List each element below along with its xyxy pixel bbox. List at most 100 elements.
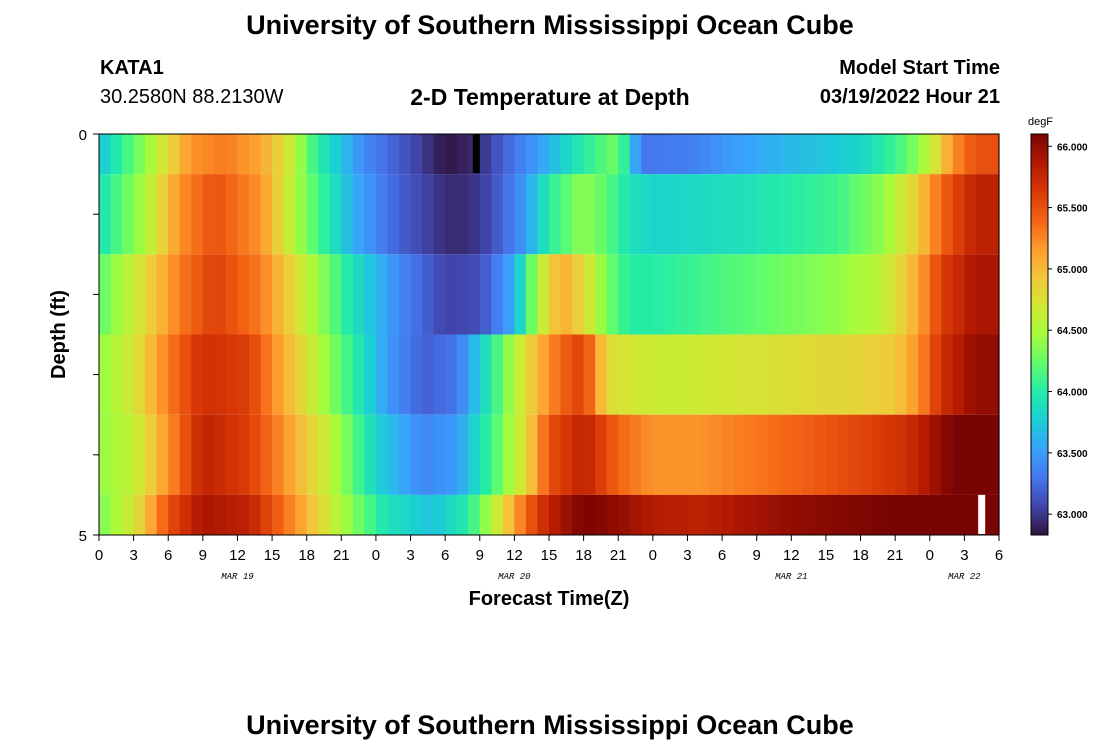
heatmap-cell	[537, 134, 550, 175]
heatmap-cell	[318, 494, 331, 535]
heatmap-cell	[572, 254, 585, 335]
heatmap-cell	[664, 414, 677, 495]
heatmap-cell	[549, 174, 562, 255]
colorbar-unit: degF	[1028, 116, 1053, 128]
heatmap-cell	[745, 134, 758, 175]
heatmap-cell	[641, 334, 654, 415]
heatmap-cell	[860, 414, 873, 495]
heatmap-cell	[895, 494, 908, 535]
heatmap-cell	[699, 494, 712, 535]
x-tick-label: 21	[333, 547, 350, 564]
heatmap-cell	[941, 494, 954, 535]
heatmap-cell	[272, 334, 285, 415]
heatmap-cell	[941, 334, 954, 415]
heatmap-cell	[364, 254, 377, 335]
heatmap-cell	[468, 254, 481, 335]
heatmap-cell	[906, 494, 919, 535]
heatmap-cell	[756, 414, 769, 495]
heatmap-cell	[733, 134, 746, 175]
heatmap-cell	[479, 414, 492, 495]
heatmap-cell	[168, 414, 181, 495]
x-tick-label: 15	[264, 547, 281, 564]
heatmap-cell	[456, 174, 469, 255]
heatmap-cell	[225, 254, 239, 335]
heatmap-cell	[122, 334, 135, 415]
heatmap-cell	[987, 494, 1000, 535]
heatmap-cell	[514, 134, 527, 175]
heatmap-cell	[825, 174, 839, 255]
heatmap-cell	[329, 174, 342, 255]
heatmap-cell	[468, 174, 481, 255]
x-tick-label: 18	[852, 547, 869, 564]
heatmap-cell	[629, 174, 642, 255]
heatmap-cell	[918, 414, 931, 495]
heatmap-cell	[249, 174, 262, 255]
heatmap-cell	[918, 494, 931, 535]
heatmap-cell	[133, 134, 146, 175]
heatmap-cell	[514, 334, 527, 415]
heatmap-cell	[491, 134, 504, 175]
heatmap-cell	[595, 254, 608, 335]
heatmap-cell	[237, 494, 250, 535]
x-axis: 0 3 6 9 12 15 18 21 0 3 6 9 12 15 18 21 0 3 6 9 12 15 18 21 0 3 6	[95, 535, 1003, 564]
heatmap-cell	[606, 134, 619, 175]
heatmap-cell	[987, 134, 1000, 175]
y-axis-title: Depth (ft)	[48, 290, 70, 379]
heatmap-cell	[399, 414, 412, 495]
heatmap-cell	[883, 414, 896, 495]
heatmap-cell	[156, 414, 169, 495]
colorbar-tick-label: 64.000	[1057, 388, 1088, 399]
heatmap-cell	[318, 334, 331, 415]
x-tick-label: 6	[441, 547, 449, 564]
heatmap-cell	[664, 494, 677, 535]
heatmap-cell	[456, 254, 469, 335]
heatmap-cell	[445, 174, 458, 255]
heatmap-cell	[629, 414, 642, 495]
heatmap-cell	[768, 174, 781, 255]
heatmap-cell	[802, 174, 815, 255]
heatmap-cell	[756, 494, 769, 535]
heatmap-cell	[110, 174, 123, 255]
heatmap-cell	[399, 254, 412, 335]
heatmap-cell	[237, 414, 250, 495]
heatmap-cell	[975, 414, 989, 495]
x-tick-label: 6	[995, 547, 1003, 564]
heatmap-cell	[560, 134, 573, 175]
heatmap-cell	[364, 134, 377, 175]
heatmap-cell	[699, 334, 712, 415]
heatmap-cell	[410, 134, 423, 175]
heatmap-cell	[272, 174, 285, 255]
heatmap-cell	[872, 414, 885, 495]
heatmap-cell	[502, 414, 515, 495]
x-axis-title: Forecast Time(Z)	[469, 588, 630, 610]
heatmap-cell	[514, 174, 527, 255]
heatmap-cell	[375, 414, 389, 495]
heatmap-cell	[929, 414, 942, 495]
heatmap-cell	[491, 334, 504, 415]
heatmap-cell	[560, 334, 573, 415]
heatmap-cell	[214, 254, 227, 335]
extreme-markers	[472, 134, 986, 534]
heatmap-cell	[791, 174, 804, 255]
heatmap-cell	[272, 414, 285, 495]
heatmap-cell	[502, 334, 515, 415]
heatmap-cell	[249, 254, 262, 335]
model-start-value: 03/19/2022 Hour 21	[819, 86, 1000, 108]
x-tick-label: 9	[199, 547, 207, 564]
heatmap-cell	[375, 334, 389, 415]
heatmap-cell	[964, 174, 977, 255]
heatmap-cell	[329, 414, 342, 495]
heatmap-cell	[514, 494, 527, 535]
footer-title: University of Southern Mississippi Ocean…	[246, 710, 854, 740]
heatmap-cell	[249, 334, 262, 415]
heatmap-cell	[145, 334, 158, 415]
heatmap-cell	[341, 134, 354, 175]
heatmap-cell	[549, 494, 562, 535]
heatmap-cell	[410, 494, 423, 535]
heatmap-cell	[745, 174, 758, 255]
heatmap-cell	[837, 494, 850, 535]
heatmap-cell	[756, 334, 769, 415]
heatmap-cell	[202, 494, 215, 535]
heatmap-cell	[225, 174, 239, 255]
heatmap-cell	[283, 414, 296, 495]
